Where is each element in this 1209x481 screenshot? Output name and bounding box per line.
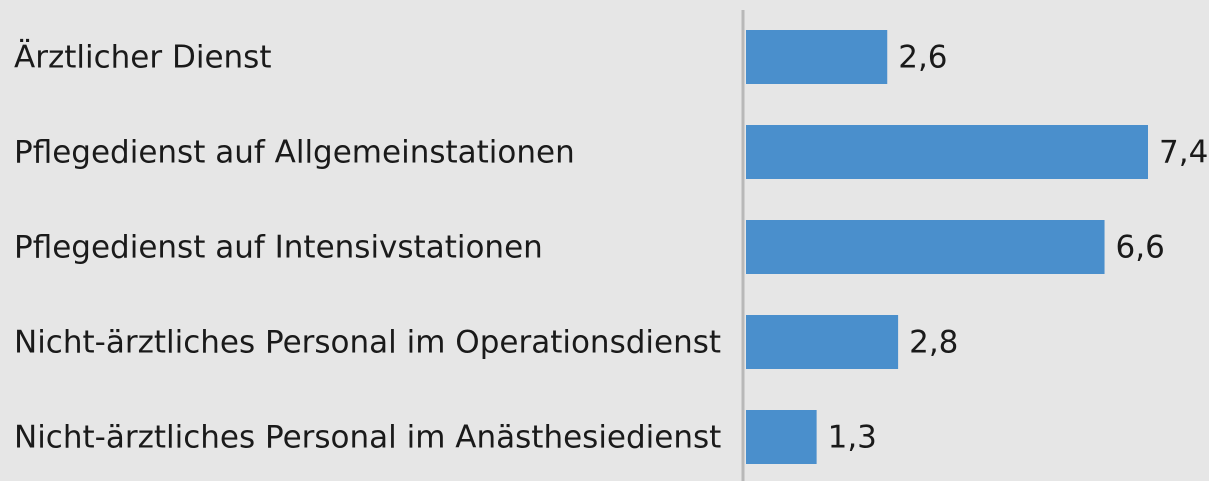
category-label: Pflegedienst auf Intensivstationen [14,230,543,266]
category-label: Ärztlicher Dienst [14,40,271,76]
bar [746,125,1148,179]
bar [746,220,1105,274]
value-label: 2,6 [898,40,947,76]
category-label: Pflegedienst auf Allgemeinstationen [14,135,575,171]
category-label: Nicht-ärztliches Personal im Operationsd… [14,325,721,361]
category-label: Nicht-ärztliches Personal im Anästhesied… [14,420,721,456]
value-label: 7,4 [1159,135,1208,171]
value-label: 2,8 [909,325,958,361]
value-label: 1,3 [828,420,877,456]
bar [746,30,888,84]
bar [746,410,817,464]
value-label: 6,6 [1116,230,1165,266]
bar [746,315,899,369]
